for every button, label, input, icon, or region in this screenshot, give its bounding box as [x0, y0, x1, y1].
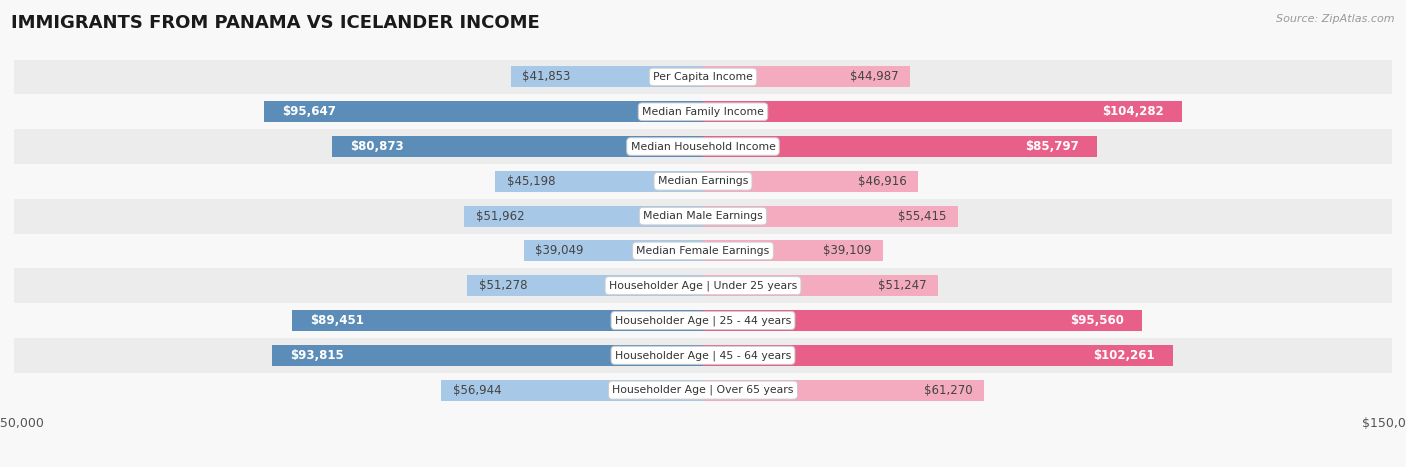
- Bar: [703, 171, 918, 192]
- Text: $44,987: $44,987: [849, 71, 898, 84]
- Bar: [14, 234, 1392, 269]
- Text: Median Family Income: Median Family Income: [643, 107, 763, 117]
- Text: $45,198: $45,198: [508, 175, 555, 188]
- Text: Median Earnings: Median Earnings: [658, 177, 748, 186]
- Text: $102,261: $102,261: [1092, 349, 1154, 362]
- Bar: [14, 94, 1392, 129]
- Text: $61,270: $61,270: [924, 383, 973, 396]
- Bar: [14, 373, 1392, 408]
- Text: $39,049: $39,049: [536, 244, 583, 257]
- Bar: [467, 275, 703, 296]
- Bar: [703, 101, 1182, 122]
- Bar: [292, 310, 703, 331]
- Text: Per Capita Income: Per Capita Income: [652, 72, 754, 82]
- Text: Householder Age | 45 - 64 years: Householder Age | 45 - 64 years: [614, 350, 792, 361]
- Bar: [703, 275, 938, 296]
- Bar: [332, 136, 703, 157]
- Bar: [510, 66, 703, 87]
- Text: IMMIGRANTS FROM PANAMA VS ICELANDER INCOME: IMMIGRANTS FROM PANAMA VS ICELANDER INCO…: [11, 14, 540, 32]
- Text: $51,962: $51,962: [475, 210, 524, 223]
- Bar: [441, 380, 703, 401]
- Text: Median Household Income: Median Household Income: [630, 142, 776, 151]
- Bar: [14, 303, 1392, 338]
- Bar: [14, 338, 1392, 373]
- Text: $95,560: $95,560: [1070, 314, 1123, 327]
- Bar: [264, 101, 703, 122]
- Bar: [703, 205, 957, 226]
- Text: $95,647: $95,647: [283, 105, 336, 118]
- Bar: [14, 129, 1392, 164]
- Bar: [464, 205, 703, 226]
- Bar: [703, 380, 984, 401]
- Text: Householder Age | Over 65 years: Householder Age | Over 65 years: [612, 385, 794, 396]
- Text: $85,797: $85,797: [1025, 140, 1078, 153]
- Bar: [523, 241, 703, 262]
- Text: Householder Age | 25 - 44 years: Householder Age | 25 - 44 years: [614, 315, 792, 326]
- Bar: [14, 59, 1392, 94]
- Bar: [703, 66, 910, 87]
- Bar: [703, 345, 1173, 366]
- Bar: [273, 345, 703, 366]
- Bar: [14, 269, 1392, 303]
- Text: $39,109: $39,109: [823, 244, 872, 257]
- Text: $51,278: $51,278: [479, 279, 527, 292]
- Text: $55,415: $55,415: [897, 210, 946, 223]
- Text: $93,815: $93,815: [291, 349, 344, 362]
- Text: Source: ZipAtlas.com: Source: ZipAtlas.com: [1277, 14, 1395, 24]
- Text: $80,873: $80,873: [350, 140, 404, 153]
- Bar: [703, 310, 1142, 331]
- Bar: [14, 164, 1392, 198]
- Text: $51,247: $51,247: [879, 279, 927, 292]
- Text: Median Female Earnings: Median Female Earnings: [637, 246, 769, 256]
- Bar: [495, 171, 703, 192]
- Text: Householder Age | Under 25 years: Householder Age | Under 25 years: [609, 281, 797, 291]
- Text: $89,451: $89,451: [311, 314, 364, 327]
- Text: $46,916: $46,916: [858, 175, 907, 188]
- Text: Median Male Earnings: Median Male Earnings: [643, 211, 763, 221]
- Text: $56,944: $56,944: [453, 383, 502, 396]
- Bar: [703, 136, 1097, 157]
- Bar: [14, 198, 1392, 234]
- Text: $41,853: $41,853: [522, 71, 571, 84]
- Bar: [703, 241, 883, 262]
- Text: $104,282: $104,282: [1102, 105, 1164, 118]
